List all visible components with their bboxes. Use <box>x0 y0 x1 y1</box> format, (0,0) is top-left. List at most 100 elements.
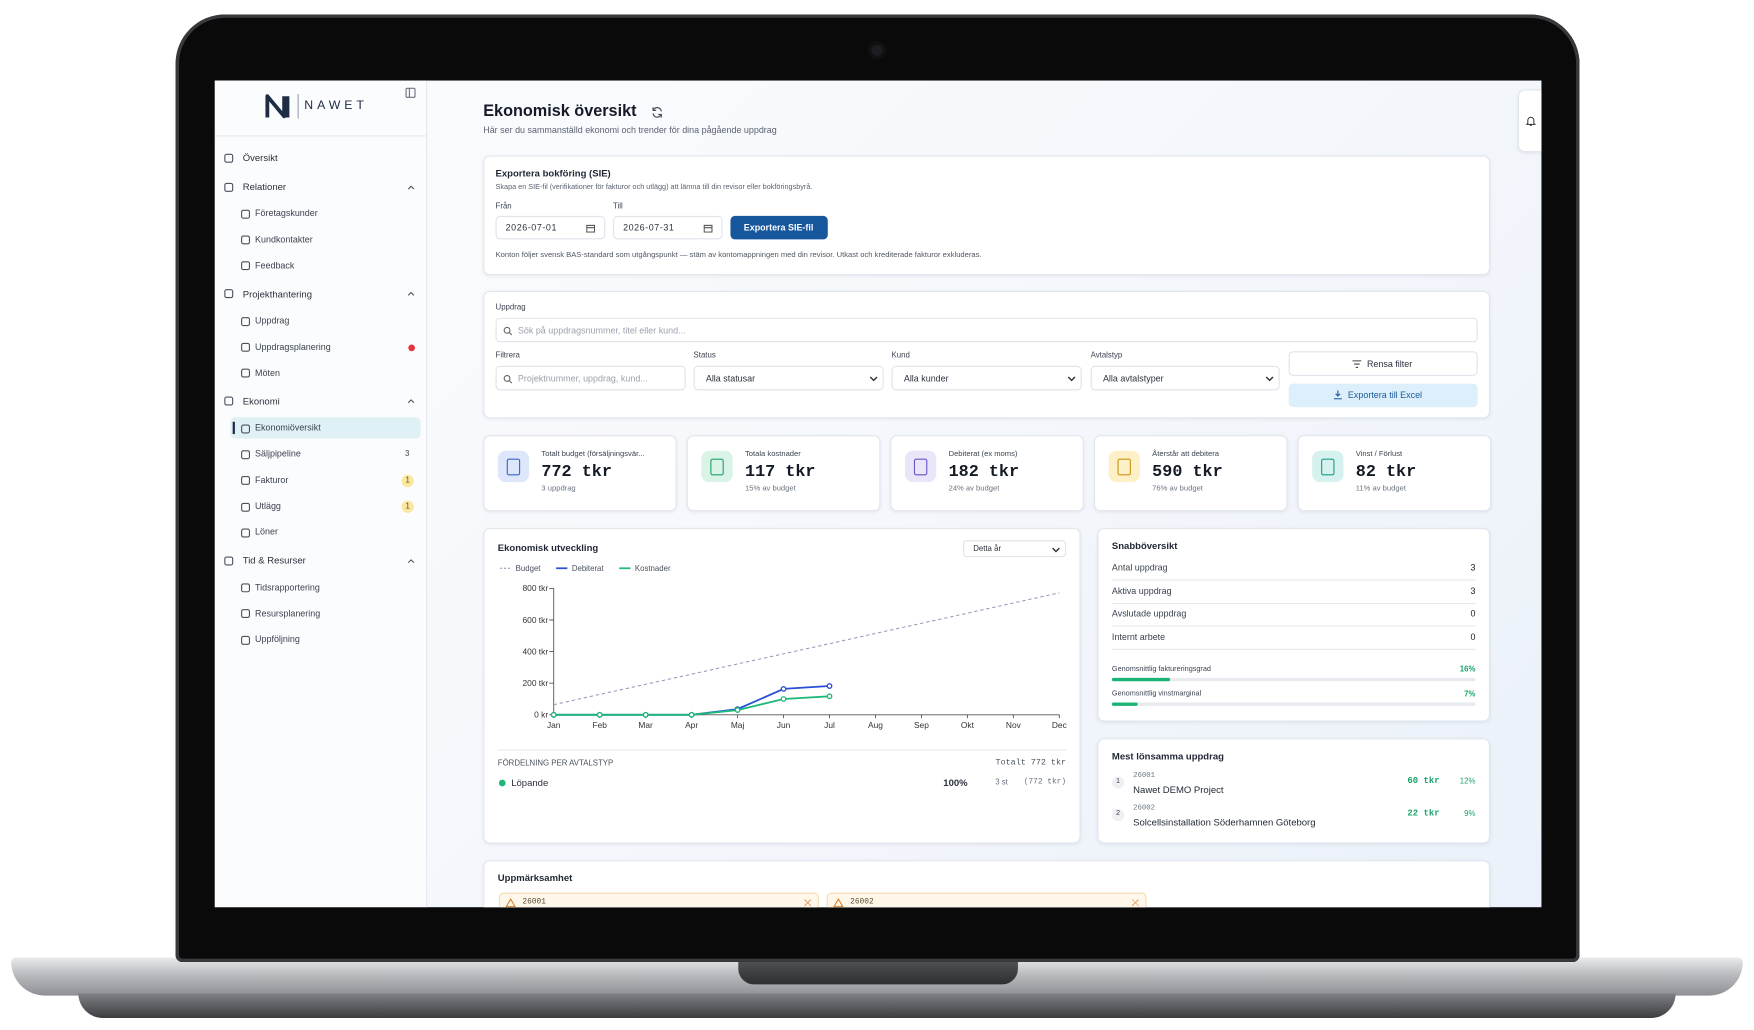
quick-divider <box>1111 648 1476 651</box>
customer-select[interactable]: Alla kunder <box>891 365 1082 391</box>
decoration <box>265 94 290 119</box>
chevron-path <box>407 558 415 563</box>
refresh-button[interactable] <box>651 106 663 118</box>
dismiss-button[interactable] <box>1132 899 1139 907</box>
quick-label: Avslutade uppdrag <box>1111 608 1187 620</box>
export-sie-button[interactable]: Exportera SIE-fil <box>730 215 828 240</box>
filter-label: Filtrera <box>495 351 520 360</box>
x-tick-label: Jun <box>777 720 791 730</box>
to-date: 2026-07-31 <box>623 222 675 233</box>
nav-icon <box>241 261 251 271</box>
project-number: 26001 <box>1133 771 1155 780</box>
active-item-bg <box>230 417 421 439</box>
kpi-label: Återstår att debitera <box>1152 450 1219 459</box>
kpi-icon-glyph <box>506 458 521 476</box>
nav-icon-shape <box>241 209 251 219</box>
kpi-label: Totalt budget (försäljningsvär... <box>541 450 645 459</box>
nav-item[interactable]: Ekonomi <box>242 395 280 407</box>
kpi-icon-glyph <box>1117 458 1131 476</box>
clear-filter-button[interactable]: Rensa filter <box>1288 351 1478 376</box>
nav-icon-shape <box>241 424 251 434</box>
export-excel-button[interactable]: Exportera till Excel <box>1288 383 1478 408</box>
nav-subitem[interactable]: Uppdrag <box>255 315 290 326</box>
decoration <box>703 224 713 233</box>
bell-icon <box>1525 116 1536 126</box>
project-margin: 12% <box>1459 778 1476 786</box>
nav-icon-shape <box>241 583 251 593</box>
nav-icon-shape <box>241 450 251 460</box>
x-tick-label: Jul <box>824 720 835 730</box>
distribution-name: Löpande <box>511 777 549 789</box>
notification-card[interactable] <box>1517 89 1542 153</box>
nav-icon-shape <box>224 153 234 163</box>
nav-icon <box>241 209 251 219</box>
kpi-sub: 76% av budget <box>1152 485 1203 493</box>
nav-subitem[interactable]: Möten <box>255 367 280 378</box>
nav-subitem[interactable]: Kundkontakter <box>255 234 313 245</box>
rank: 1 <box>1116 777 1121 785</box>
nav-item[interactable]: Projekthantering <box>242 288 312 300</box>
nav-item[interactable]: Relationer <box>242 180 287 193</box>
nav-subitem[interactable]: Feedback <box>255 260 295 271</box>
contract-select[interactable]: Alla avtalstyper <box>1090 365 1280 391</box>
x-tick-label: Mar <box>638 720 653 730</box>
distribution-dot <box>498 779 506 787</box>
notification-dot <box>408 343 416 351</box>
kpi-card: Vinst / Förlust 82 tkr 11% av budget <box>1297 435 1492 512</box>
status-select[interactable]: Alla statusar <box>693 365 884 391</box>
nav-badge: 1 <box>401 474 414 487</box>
period-value: Detta år <box>973 545 1002 554</box>
y-tick-label: 400 tkr <box>523 646 549 656</box>
nav-subitem[interactable]: Uppföljning <box>255 634 300 645</box>
period-select[interactable]: Detta år <box>963 540 1067 558</box>
nav-subitem[interactable]: Fakturor <box>255 475 289 486</box>
dismiss-button[interactable] <box>804 899 811 907</box>
nav-subitem[interactable]: Tidsrapportering <box>255 582 320 593</box>
quick-label: Antal uppdrag <box>1111 562 1168 573</box>
collapse-button[interactable] <box>405 87 416 98</box>
nav-icon-shape <box>241 316 251 326</box>
export-title: Exportera bokföring (SIE) <box>495 167 611 179</box>
quick-bar-value: 7% <box>1464 690 1476 699</box>
kpi-value: 182 tkr <box>948 462 1020 482</box>
decoration <box>1333 390 1342 400</box>
quick-label: Aktiva uppdrag <box>1111 585 1172 596</box>
quick-value: 3 <box>1470 562 1476 573</box>
nav-icon <box>241 342 251 352</box>
top-title: Mest lönsamma uppdrag <box>1111 750 1224 762</box>
attention-number: 26002 <box>850 897 874 907</box>
nav-item[interactable]: Översikt <box>242 151 278 164</box>
x-tick-label: Apr <box>685 720 698 730</box>
nav-icon <box>241 609 251 619</box>
from-date-input[interactable]: 2026-07-01 <box>495 215 606 240</box>
search-icon <box>503 326 513 336</box>
clear-filter-label: Rensa filter <box>1366 359 1413 370</box>
contract-value: Alla avtalstyper <box>1102 373 1164 384</box>
project-name: Nawet DEMO Project <box>1133 783 1224 796</box>
active-item-marker <box>232 421 235 435</box>
series-line <box>553 685 830 716</box>
logo-mark <box>265 94 290 119</box>
nav-subitem[interactable]: Företagskunder <box>255 208 318 219</box>
search-input[interactable]: Sök på uppdragsnummer, titel eller kund.… <box>495 317 1478 343</box>
nav-subitem[interactable]: Ekonomiöversikt <box>255 422 321 434</box>
nav-item[interactable]: Tid & Resurser <box>242 554 306 567</box>
sidebar-divider <box>214 135 427 137</box>
filter-input[interactable]: Projektnummer, uppdrag, kund... <box>495 365 686 391</box>
kpi-sub: 24% av budget <box>948 485 1000 493</box>
nav-subitem[interactable]: Säljpipeline <box>255 449 301 460</box>
sidebar: NAWET Översikt Relationer Företagskunder Ku… <box>214 80 428 908</box>
to-date-input[interactable]: 2026-07-31 <box>613 215 723 240</box>
screen: NAWET Översikt Relationer Företagskunder Ku… <box>214 80 1542 908</box>
chevron-path <box>1052 547 1060 552</box>
kpi-icon-glyph <box>1321 458 1335 476</box>
nav-subitem[interactable]: Utlägg <box>255 501 281 512</box>
nav-subitem[interactable]: Resursplanering <box>255 608 321 619</box>
y-tick-label: 0 kr <box>534 710 548 720</box>
nav-subitem[interactable]: Löner <box>255 527 278 538</box>
nav-subitem[interactable]: Uppdragsplanering <box>255 341 331 352</box>
series-point <box>550 711 557 718</box>
nav-badge: 1 <box>401 500 414 513</box>
status-value: Alla statusar <box>705 373 756 384</box>
